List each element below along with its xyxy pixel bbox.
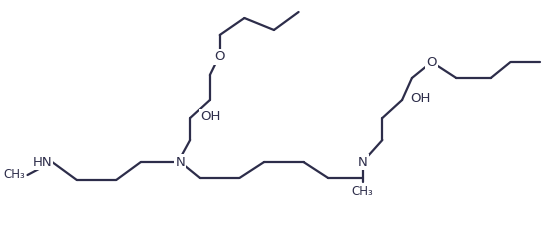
- Text: O: O: [215, 50, 225, 64]
- Text: HN: HN: [33, 156, 52, 168]
- Text: OH: OH: [410, 92, 431, 104]
- Text: CH₃: CH₃: [352, 185, 373, 198]
- Text: CH₃: CH₃: [4, 168, 26, 181]
- Text: O: O: [426, 56, 437, 68]
- Text: N: N: [358, 156, 367, 168]
- Text: OH: OH: [200, 110, 220, 124]
- Text: N: N: [175, 156, 185, 168]
